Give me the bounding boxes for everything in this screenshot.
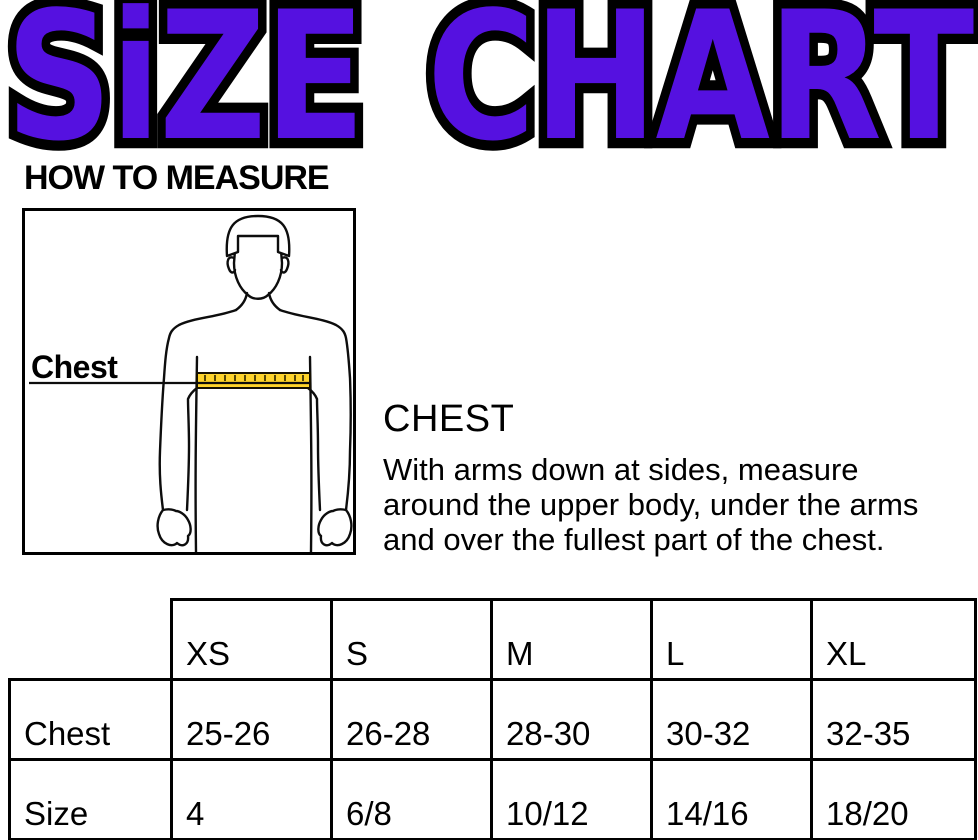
value-cell: 25-26 <box>170 678 333 761</box>
table-row-size: Size 4 6/8 10/12 14/16 18/20 <box>8 758 977 840</box>
value-cell: 10/12 <box>490 758 653 840</box>
measuring-tape <box>29 372 311 389</box>
figure-right-ear <box>279 256 290 274</box>
figure-left-ear <box>226 256 237 274</box>
instruction-line: With arms down at sides, measure <box>383 452 859 487</box>
col-header-xs: XS <box>170 598 333 681</box>
page-title-outline: SiZE CHART <box>0 0 978 180</box>
col-header-m: M <box>490 598 653 681</box>
row-label-size: Size <box>8 758 173 840</box>
row-label-chest: Chest <box>8 678 173 761</box>
value-cell: 28-30 <box>490 678 653 761</box>
table-row-chest: Chest 25-26 26-28 28-30 30-32 32-35 <box>8 678 977 761</box>
value-cell: 6/8 <box>330 758 493 840</box>
value-cell: 4 <box>170 758 333 840</box>
value-cell: 14/16 <box>650 758 813 840</box>
size-table: XS S M L XL Chest 25-26 26-28 28-30 30-3… <box>8 598 977 840</box>
instruction-line: around the upper body, under the arms <box>383 487 919 522</box>
col-header-l: L <box>650 598 813 681</box>
value-cell: 32-35 <box>810 678 977 761</box>
figure-face <box>232 236 284 300</box>
body-figure-illustration <box>29 214 353 552</box>
figure-hair <box>225 214 291 258</box>
instruction-line: and over the fullest part of the chest. <box>383 522 885 557</box>
value-cell: 18/20 <box>810 758 977 840</box>
page-title: SiZE CHART SiZE CHART <box>0 0 978 180</box>
value-cell: 30-32 <box>650 678 813 761</box>
header-spacer-cell <box>9 599 172 680</box>
measurement-diagram: Chest <box>22 208 356 555</box>
chest-section-heading: CHEST <box>383 398 515 440</box>
col-header-s: S <box>330 598 493 681</box>
value-cell: 26-28 <box>330 678 493 761</box>
chest-diagram-label: Chest <box>31 349 118 385</box>
figure-neck <box>234 291 282 312</box>
page-title-fill: SiZE CHART <box>5 0 975 180</box>
size-table-header-row: XS S M L XL <box>9 598 977 681</box>
chest-instructions: With arms down at sides, measure around … <box>383 452 918 557</box>
how-to-measure-heading: HOW TO MEASURE <box>24 159 330 197</box>
col-header-xl: XL <box>810 598 977 681</box>
